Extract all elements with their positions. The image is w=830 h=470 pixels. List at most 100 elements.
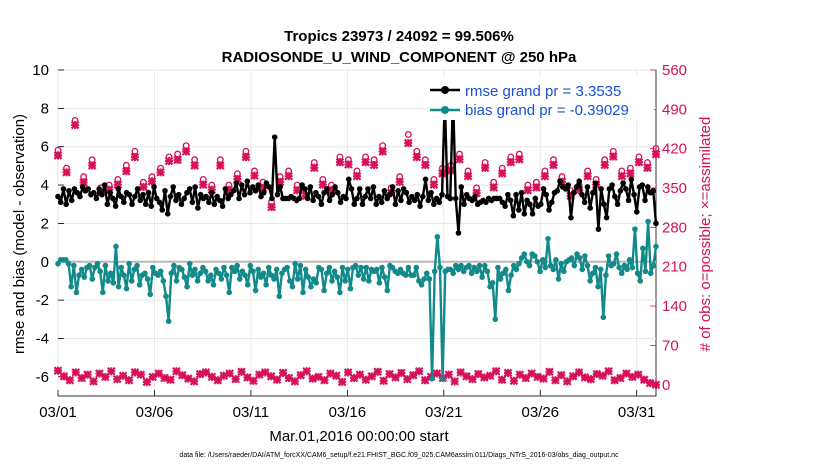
assimilated-marker xyxy=(643,163,652,173)
rmse-point xyxy=(417,203,423,209)
rmse-point xyxy=(118,193,124,200)
bias-point xyxy=(297,262,304,269)
bias-point xyxy=(123,285,130,292)
assimilated-marker xyxy=(634,157,644,167)
bias-point xyxy=(76,272,82,278)
rmse-point xyxy=(381,188,388,194)
rmse-point xyxy=(376,193,382,200)
assimilated-marker xyxy=(95,369,104,378)
assimilated-marker xyxy=(379,376,388,386)
bias-point xyxy=(481,262,488,269)
bias-point xyxy=(579,266,586,273)
assimilated-marker xyxy=(147,177,157,186)
legend-bias-label: bias grand pr = -0.39029 xyxy=(465,102,629,119)
rmse-point xyxy=(121,199,127,206)
bias-point xyxy=(532,253,538,259)
bias-point xyxy=(450,270,456,277)
rmse-point xyxy=(66,188,72,194)
bias-point xyxy=(81,274,88,280)
rmse-point xyxy=(126,191,133,198)
rmse-point xyxy=(351,201,358,208)
possible-marker xyxy=(404,130,412,138)
bias-point xyxy=(344,266,351,273)
bias-point xyxy=(73,289,80,296)
bias-point xyxy=(466,262,472,269)
rmse-point xyxy=(337,199,344,206)
assimilated-marker xyxy=(403,138,413,148)
assimilated-marker xyxy=(241,152,251,162)
rmse-point xyxy=(631,191,637,198)
bias-point xyxy=(539,257,546,263)
assimilated-marker xyxy=(331,371,341,381)
rmse-point xyxy=(570,189,577,196)
y-left-ticks: -6 -4 -2 0 2 4 6 8 10 xyxy=(32,62,64,386)
bias-point xyxy=(521,251,528,257)
assimilated-marker xyxy=(497,169,507,178)
bias-point xyxy=(650,262,657,269)
assimilated-marker xyxy=(290,377,300,386)
rmse-point xyxy=(104,201,111,208)
bias-point xyxy=(192,266,198,273)
bias-point xyxy=(568,255,575,261)
assimilated-marker xyxy=(532,183,541,192)
rmse-point xyxy=(110,195,116,202)
rmse-point xyxy=(461,201,467,208)
assimilated-marker xyxy=(651,380,661,390)
rmse-point xyxy=(57,199,64,206)
bias-point xyxy=(271,276,277,282)
bias-point xyxy=(110,280,117,286)
bias-point xyxy=(618,270,625,277)
y-left-tick-label: -2 xyxy=(36,292,49,309)
assimilated-marker xyxy=(181,147,191,156)
rmse-point xyxy=(99,191,105,198)
assimilated-marker xyxy=(166,375,175,384)
rmse-point xyxy=(447,195,454,202)
assimilated-marker xyxy=(556,370,566,380)
rmse-point xyxy=(318,201,325,208)
rmse-point xyxy=(406,199,412,206)
rmse-point xyxy=(365,186,371,192)
rmse-point xyxy=(137,197,144,204)
bias-point xyxy=(600,314,607,321)
rmse-point xyxy=(96,186,102,192)
bias-point xyxy=(247,262,254,269)
rmse-point xyxy=(345,176,352,183)
rmse-point xyxy=(579,191,585,198)
legend: rmse grand pr = 3.3535 bias grand pr = -… xyxy=(428,76,654,120)
rmse-point xyxy=(304,195,311,202)
bias-point xyxy=(595,283,601,290)
rmse-point xyxy=(274,191,281,198)
rmse-point xyxy=(77,193,83,200)
rmse-point xyxy=(650,188,657,194)
rmse-point xyxy=(633,209,640,215)
bias-point xyxy=(276,293,283,300)
rmse-point xyxy=(389,184,396,190)
bias-point xyxy=(231,268,238,275)
bias-point xyxy=(334,274,341,280)
rmse-point xyxy=(590,189,596,196)
assimilated-marker xyxy=(164,156,174,166)
bias-point xyxy=(347,285,354,292)
rmse-point xyxy=(93,195,100,202)
bias-point xyxy=(89,276,96,282)
bias-point xyxy=(300,289,306,296)
assimilated-marker xyxy=(337,377,347,387)
rmse-point xyxy=(639,182,646,188)
bias-point xyxy=(597,266,604,273)
rmse-point xyxy=(628,176,635,183)
y-right-tick-label: 0 xyxy=(662,377,670,394)
bias-point xyxy=(508,272,514,278)
rmse-point xyxy=(326,197,333,204)
bias-point xyxy=(526,262,533,269)
rmse-point xyxy=(518,189,525,196)
data-file-footnote: data file: /Users/raeder/DAI/ATM_forcXX/… xyxy=(179,452,619,459)
assimilated-marker xyxy=(617,171,627,181)
bias-point xyxy=(168,270,175,277)
bias-point xyxy=(284,264,290,271)
rmse-point xyxy=(568,214,574,221)
rmse-point xyxy=(425,197,432,204)
legend-rmse-label: rmse grand pr = 3.3535 xyxy=(465,83,621,100)
rmse-point xyxy=(217,197,223,204)
bias-point xyxy=(99,289,106,296)
bias-point xyxy=(366,278,372,284)
